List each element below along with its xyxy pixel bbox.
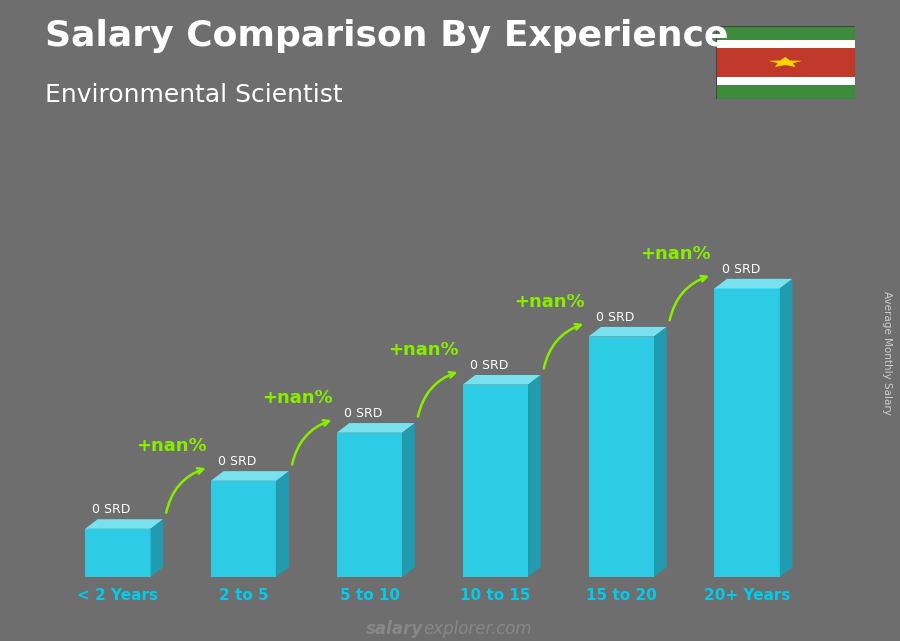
Polygon shape bbox=[337, 433, 402, 577]
Polygon shape bbox=[211, 481, 276, 577]
Text: 0 SRD: 0 SRD bbox=[93, 503, 130, 517]
Polygon shape bbox=[463, 375, 541, 385]
Text: +nan%: +nan% bbox=[137, 437, 207, 455]
Text: +nan%: +nan% bbox=[640, 245, 711, 263]
Polygon shape bbox=[780, 279, 792, 577]
Polygon shape bbox=[150, 519, 163, 577]
Polygon shape bbox=[211, 471, 289, 481]
Text: 0 SRD: 0 SRD bbox=[218, 455, 256, 468]
Polygon shape bbox=[715, 288, 780, 577]
Text: 0 SRD: 0 SRD bbox=[596, 311, 634, 324]
Text: salary: salary bbox=[365, 620, 423, 638]
Polygon shape bbox=[716, 85, 855, 99]
Text: explorer.com: explorer.com bbox=[423, 620, 532, 638]
Polygon shape bbox=[716, 26, 855, 40]
Text: Salary Comparison By Experience: Salary Comparison By Experience bbox=[45, 19, 728, 53]
Polygon shape bbox=[589, 327, 667, 337]
Polygon shape bbox=[769, 57, 802, 67]
Polygon shape bbox=[716, 48, 855, 77]
Polygon shape bbox=[654, 327, 667, 577]
Polygon shape bbox=[716, 77, 855, 85]
Polygon shape bbox=[589, 337, 654, 577]
Polygon shape bbox=[463, 385, 528, 577]
Polygon shape bbox=[276, 471, 289, 577]
Polygon shape bbox=[86, 529, 150, 577]
Polygon shape bbox=[337, 423, 415, 433]
Polygon shape bbox=[86, 519, 163, 529]
Polygon shape bbox=[716, 40, 855, 48]
Polygon shape bbox=[402, 423, 415, 577]
Polygon shape bbox=[715, 279, 792, 288]
Text: Average Monthly Salary: Average Monthly Salary bbox=[881, 290, 892, 415]
Text: +nan%: +nan% bbox=[514, 293, 585, 311]
Text: Environmental Scientist: Environmental Scientist bbox=[45, 83, 343, 107]
Text: +nan%: +nan% bbox=[263, 389, 333, 407]
Text: 0 SRD: 0 SRD bbox=[722, 263, 760, 276]
Text: +nan%: +nan% bbox=[389, 341, 459, 359]
Text: 0 SRD: 0 SRD bbox=[344, 407, 382, 420]
Text: 0 SRD: 0 SRD bbox=[470, 359, 508, 372]
Polygon shape bbox=[528, 375, 541, 577]
